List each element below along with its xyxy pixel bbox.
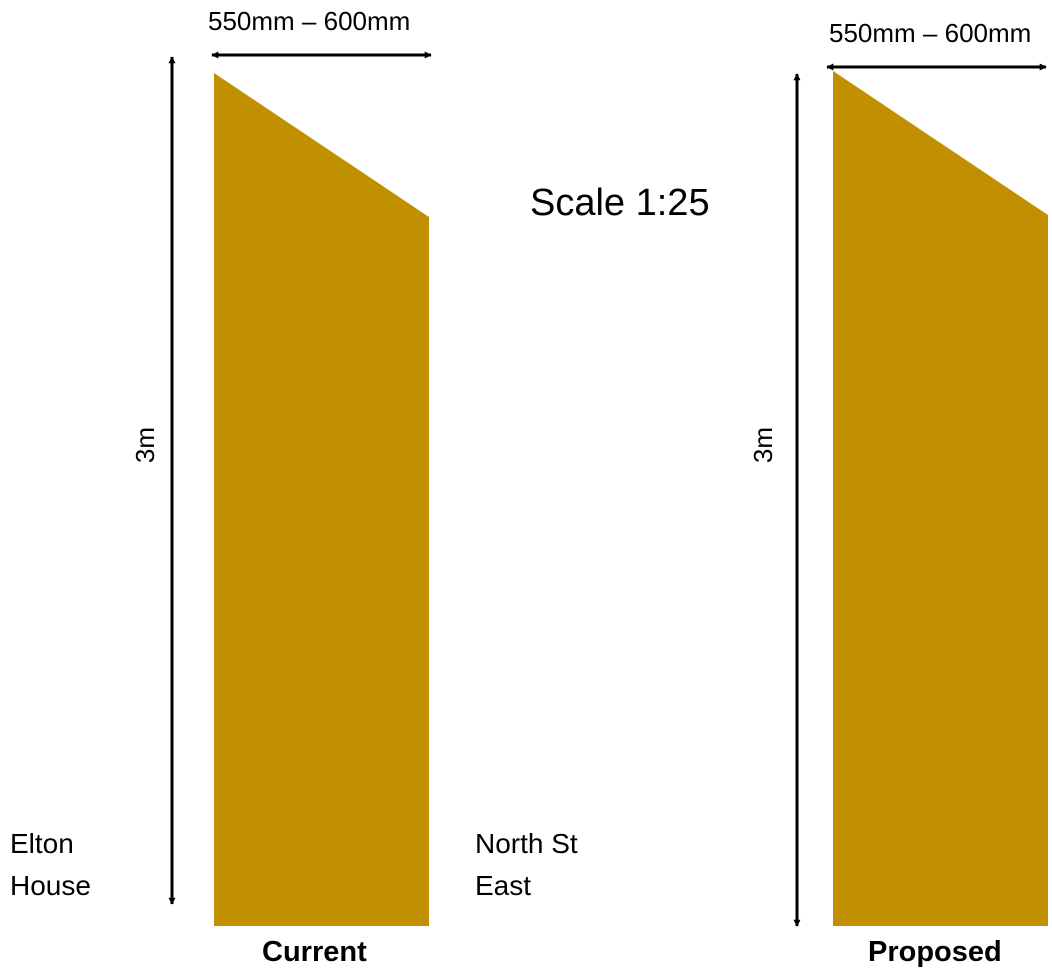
proposed-height-label: 3m (748, 426, 778, 464)
north-st-east-line1: North St (475, 828, 578, 859)
current-width-label: 550mm – 600mm (208, 6, 411, 36)
proposed-caption: Proposed (868, 936, 1002, 968)
elton-house-line2: House (10, 870, 91, 901)
proposed-width-label: 550mm – 600mm (829, 18, 1032, 48)
proposed-panel-shape (833, 71, 1048, 926)
current-caption: Current (262, 936, 367, 968)
current-left-label: Elton House (10, 823, 150, 907)
current-panel-shape (214, 73, 429, 926)
north-st-east-line2: East (475, 870, 532, 901)
current-height-label: 3m (130, 426, 160, 464)
current-right-label: North St East (475, 823, 635, 907)
scale-label: Scale 1:25 (530, 182, 710, 224)
elton-house-line1: Elton (10, 828, 74, 859)
